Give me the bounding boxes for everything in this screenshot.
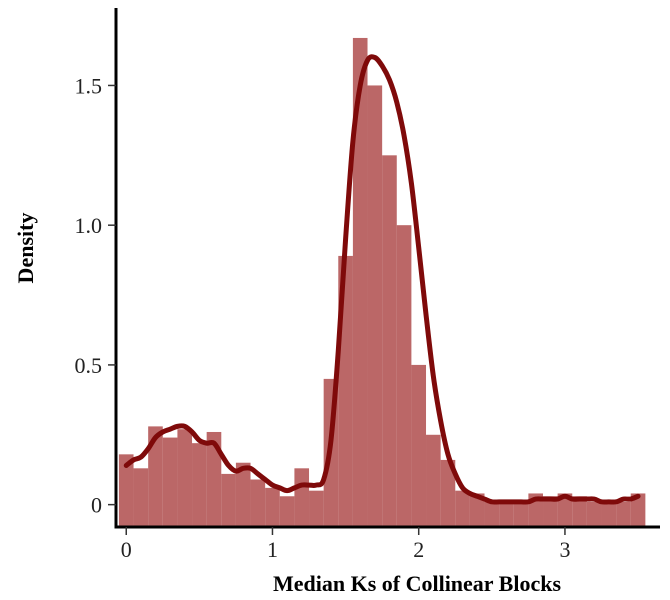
x-tick-label: 1 (267, 537, 278, 562)
histogram-bar (382, 155, 397, 527)
x-tick-label: 3 (559, 537, 570, 562)
density-curve (123, 54, 641, 505)
y-axis-title: Density (13, 213, 38, 284)
histogram-bar (557, 493, 573, 527)
histogram-bar (221, 473, 236, 527)
histogram-bar (411, 364, 427, 527)
histogram-bar (572, 496, 587, 527)
y-tick-label: 1.5 (75, 73, 103, 98)
histogram-bar (601, 501, 617, 527)
histogram-bar (499, 501, 514, 527)
x-axis-title: Median Ks of Collinear Blocks (273, 571, 561, 596)
histogram-bar (192, 443, 207, 527)
histogram-bar (294, 468, 310, 527)
histogram-bar (177, 429, 193, 527)
y-tick-label: 1.0 (75, 213, 103, 238)
histogram-bar (455, 490, 470, 527)
histogram-bar (265, 487, 280, 527)
histogram-bar (206, 431, 222, 527)
histogram-bar (586, 501, 602, 527)
histogram-bars (118, 37, 646, 528)
histogram-bar (543, 496, 558, 527)
histogram-bar (367, 85, 383, 527)
histogram-bar (352, 37, 368, 527)
histogram-bar (616, 501, 631, 527)
histogram-bar (396, 225, 412, 527)
histogram-bar (279, 496, 295, 527)
y-tick-label: 0 (91, 493, 102, 518)
histogram-bar (513, 501, 529, 527)
histogram-bar (250, 479, 266, 527)
histogram-bar (469, 493, 485, 527)
histogram-bar (630, 493, 646, 527)
y-tick-label: 0.5 (75, 353, 103, 378)
x-tick-label: 0 (121, 537, 132, 562)
x-tick-label: 2 (413, 537, 424, 562)
y-axis-ticks: 0 0.5 1.0 1.5 (75, 73, 116, 518)
histogram-bar (309, 490, 324, 527)
x-axis-ticks: 0 1 2 3 (121, 527, 570, 562)
histogram-bar (133, 468, 149, 527)
histogram-bar (484, 501, 500, 527)
histogram-bar (235, 462, 251, 527)
histogram-bar (118, 454, 134, 527)
histogram-bar (162, 437, 178, 527)
histogram-bar (426, 434, 441, 527)
histogram-bar (148, 426, 163, 527)
histogram-bar (440, 459, 456, 527)
